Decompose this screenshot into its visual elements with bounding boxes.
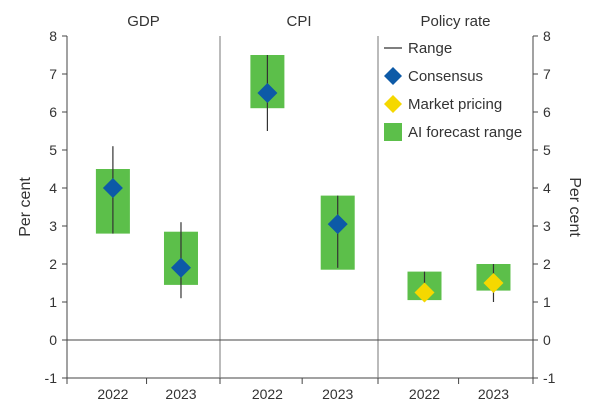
- legend-consensus-swatch: [384, 67, 402, 85]
- consensus-marker: [327, 214, 348, 235]
- y-tick-label-left: 3: [49, 218, 57, 234]
- x-tick-label: 2022: [409, 386, 440, 402]
- x-tick-label: 2022: [252, 386, 283, 402]
- market-pricing-marker: [414, 282, 435, 303]
- y-axis-label-right: Per cent: [566, 177, 583, 237]
- y-tick-label-right: -1: [543, 370, 556, 386]
- y-tick-label-left: 1: [49, 294, 57, 310]
- market-pricing-marker: [483, 273, 504, 293]
- y-tick-label-left: 6: [49, 104, 57, 120]
- x-tick-label: 2023: [165, 386, 196, 402]
- y-tick-label-right: 3: [543, 218, 551, 234]
- consensus-marker: [102, 178, 123, 198]
- y-tick-label-left: 8: [49, 28, 57, 44]
- panel-title-3: Policy rate: [420, 13, 490, 30]
- y-tick-label-left: 0: [49, 332, 57, 348]
- legend-label-consensus: Consensus: [408, 68, 483, 85]
- y-tick-label-right: 5: [543, 142, 551, 158]
- y-tick-label-right: 7: [543, 66, 551, 82]
- x-tick-label: 2022: [97, 386, 128, 402]
- y-tick-label-right: 8: [543, 28, 551, 44]
- y-tick-label-right: 4: [543, 180, 551, 196]
- x-tick-label: 2023: [478, 386, 509, 402]
- x-tick-label: 2023: [322, 386, 353, 402]
- y-tick-label-left: 5: [49, 142, 57, 158]
- y-tick-label-left: 7: [49, 66, 57, 82]
- legend-label-ai-forecast_range: AI forecast range: [408, 124, 522, 141]
- y-axis-label-left: Per cent: [17, 177, 34, 237]
- consensus-marker: [170, 257, 191, 278]
- y-tick-label-left: 4: [49, 180, 57, 196]
- panel-title-1: GDP: [127, 13, 160, 30]
- legend-market-pricing-swatch: [384, 95, 402, 113]
- y-tick-label-right: 1: [543, 294, 551, 310]
- y-tick-label-right: 0: [543, 332, 551, 348]
- y-tick-label-right: 2: [543, 256, 551, 272]
- consensus-marker: [257, 83, 278, 103]
- y-tick-label-left: 2: [49, 256, 57, 272]
- legend-ai-forecast-range-swatch: [384, 123, 402, 141]
- y-tick-label-left: -1: [45, 370, 58, 386]
- legend-label-range: Range: [408, 40, 452, 57]
- panel-title-2: CPI: [286, 13, 311, 30]
- legend-label-market-pricing: Market pricing: [408, 96, 502, 113]
- y-tick-label-right: 6: [543, 104, 551, 120]
